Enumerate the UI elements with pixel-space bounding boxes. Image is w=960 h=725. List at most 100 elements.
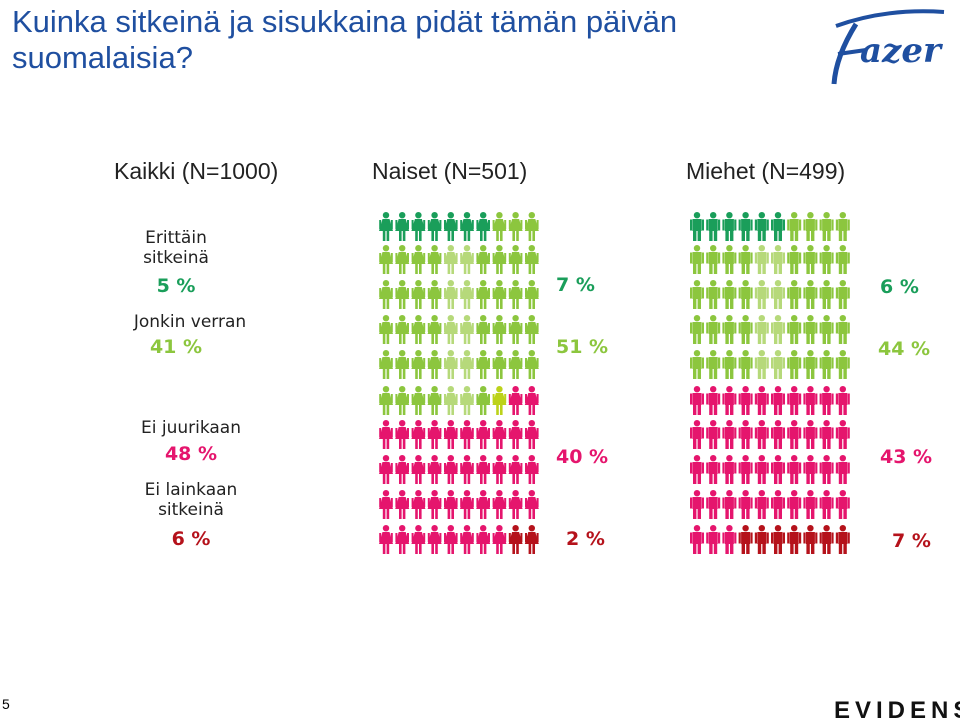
women-person-icon-13	[411, 245, 426, 274]
men-person-icon-99	[819, 525, 834, 554]
men-person-icon-14	[738, 245, 753, 274]
men-person-icon-87	[787, 490, 802, 519]
women-person-icon-97	[476, 525, 491, 554]
men-person-icon-91	[690, 525, 704, 554]
women-person-icon-39	[508, 315, 523, 344]
men-person-icon-74	[738, 455, 753, 484]
men-person-icon-52	[706, 386, 721, 415]
pct-women-somewhat: 51 %	[556, 336, 609, 358]
men-person-icon-55	[754, 386, 769, 415]
men-person-icon-54	[738, 386, 753, 415]
men-person-icon-63	[722, 420, 737, 449]
women-person-icon-58	[492, 386, 507, 415]
men-person-icon-43	[722, 350, 737, 379]
women-person-icon-40	[524, 315, 539, 344]
men-person-icon-69	[819, 420, 834, 449]
pct-men-hardly: 43 %	[880, 446, 933, 468]
women-person-icon-76	[460, 455, 474, 484]
women-person-icon-82	[395, 490, 410, 519]
men-person-icon-60	[835, 386, 850, 415]
women-person-icon-20	[524, 245, 539, 274]
men-person-icon-75	[754, 455, 769, 484]
men-person-icon-85	[754, 490, 769, 519]
men-person-icon-40	[835, 315, 850, 344]
men-person-icon-45	[754, 350, 769, 379]
men-person-icon-11	[690, 245, 704, 274]
men-person-icon-7	[787, 212, 802, 241]
women-person-icon-14	[427, 245, 442, 274]
men-person-icon-59	[819, 386, 834, 415]
men-person-icon-71	[690, 455, 704, 484]
men-person-icon-24	[738, 280, 753, 309]
women-person-icon-47	[476, 350, 491, 379]
men-person-icon-97	[787, 525, 802, 554]
men-person-icon-26	[771, 280, 785, 309]
men-person-icon-3	[722, 212, 737, 241]
women-person-icon-4	[427, 212, 442, 241]
women-person-icon-34	[427, 315, 442, 344]
men-person-icon-9	[819, 212, 834, 241]
women-person-icon-12	[395, 245, 410, 274]
men-person-icon-38	[803, 315, 818, 344]
women-person-icon-84	[427, 490, 442, 519]
women-person-icon-38	[492, 315, 507, 344]
women-person-icon-53	[411, 386, 426, 415]
women-person-icon-71	[379, 455, 393, 484]
men-person-icon-53	[722, 386, 737, 415]
men-person-icon-80	[835, 455, 850, 484]
men-person-icon-51	[690, 386, 704, 415]
women-person-icon-32	[395, 315, 410, 344]
header-women: Naiset (N=501)	[372, 158, 528, 184]
women-person-icon-88	[492, 490, 507, 519]
men-person-icon-32	[706, 315, 721, 344]
men-person-icon-78	[803, 455, 818, 484]
page-title: Kuinka sitkeinä ja sisukkaina pidät tämä…	[12, 4, 678, 75]
label-hardly: Ei juurikaan	[140, 418, 241, 438]
men-person-icon-95	[754, 525, 769, 554]
women-person-icon-81	[379, 490, 393, 519]
men-person-icon-93	[722, 525, 737, 554]
men-person-icon-17	[787, 245, 802, 274]
men-person-icon-18	[803, 245, 818, 274]
women-person-icon-64	[427, 420, 442, 449]
men-person-icon-57	[787, 386, 802, 415]
men-person-icon-16	[771, 245, 785, 274]
men-person-icon-19	[819, 245, 834, 274]
men-person-icon-67	[787, 420, 802, 449]
women-person-icon-7	[476, 212, 491, 241]
men-person-icon-5	[754, 212, 769, 241]
women-person-icon-85	[443, 490, 458, 519]
women-person-icon-26	[460, 280, 474, 309]
men-person-icon-98	[803, 525, 818, 554]
women-person-icon-78	[492, 455, 507, 484]
men-person-icon-72	[706, 455, 721, 484]
men-person-icon-77	[787, 455, 802, 484]
men-person-icon-34	[738, 315, 753, 344]
men-person-icon-66	[771, 420, 785, 449]
women-person-icon-94	[427, 525, 442, 554]
women-person-icon-11	[379, 245, 393, 274]
women-person-icon-93	[411, 525, 426, 554]
women-person-icon-8	[492, 212, 507, 241]
men-person-icon-49	[819, 350, 834, 379]
men-person-icon-8	[803, 212, 818, 241]
women-person-icon-41	[379, 350, 393, 379]
men-person-icon-1	[690, 212, 704, 241]
men-person-icon-2	[706, 212, 721, 241]
women-person-icon-3	[411, 212, 426, 241]
svg-text:azer: azer	[860, 31, 943, 71]
men-person-icon-4	[738, 212, 753, 241]
header-men: Miehet (N=499)	[686, 158, 846, 184]
men-person-icon-89	[819, 490, 834, 519]
women-person-icon-59	[508, 386, 523, 415]
men-person-icon-41	[690, 350, 704, 379]
women-person-icon-70	[524, 420, 539, 449]
men-person-icon-62	[706, 420, 721, 449]
women-person-icon-29	[508, 280, 523, 309]
men-person-icon-64	[738, 420, 753, 449]
women-person-icon-51	[379, 386, 393, 415]
men-person-icon-86	[771, 490, 785, 519]
women-person-icon-83	[411, 490, 426, 519]
women-person-icon-77	[476, 455, 491, 484]
women-person-icon-66	[460, 420, 474, 449]
